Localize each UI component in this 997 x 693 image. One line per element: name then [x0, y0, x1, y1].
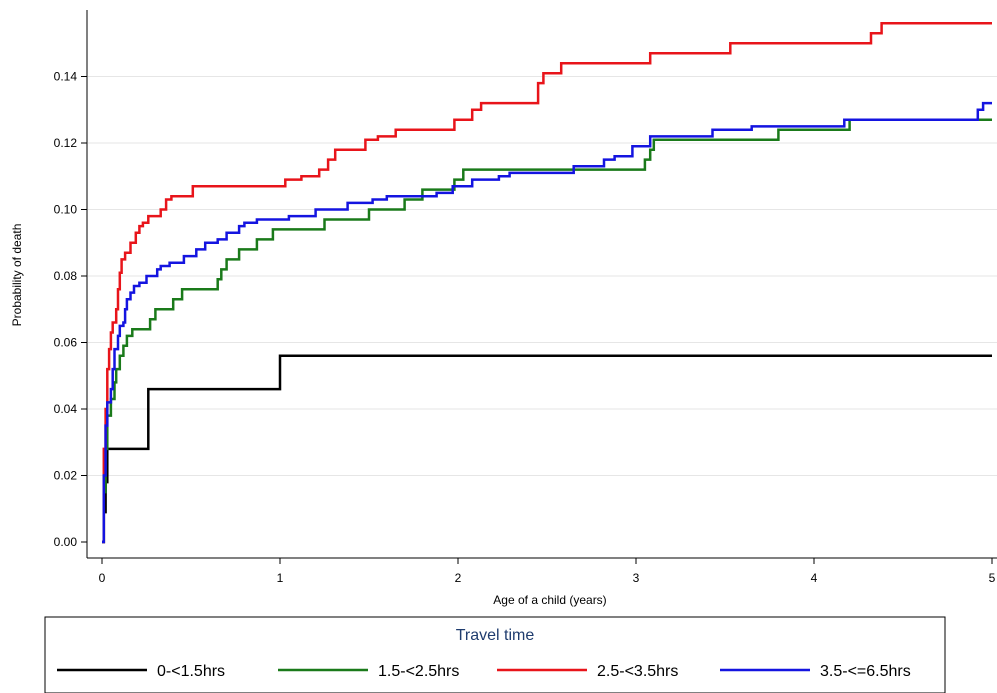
y-axis-ticks: 0.00 0.02 0.04 0.06 0.08 0.10 0.12 0.14	[54, 70, 87, 549]
y-tick-label: 0.02	[54, 469, 78, 483]
y-tick-label: 0.04	[54, 402, 78, 416]
series-line	[102, 22, 992, 544]
y-tick-label: 0.00	[54, 535, 78, 549]
x-tick-label: 2	[455, 571, 462, 585]
y-tick-label: 0.08	[54, 269, 78, 283]
x-axis-title: Age of a child (years)	[493, 593, 606, 607]
x-axis-ticks: 0 1 2 3 4 5	[99, 558, 996, 585]
y-tick-label: 0.06	[54, 336, 78, 350]
y-axis-title: Probability of death	[10, 224, 24, 327]
legend: Travel time 0-<1.5hrs 1.5-<2.5hrs 2.5-<3.5…	[44, 616, 946, 693]
x-tick-label: 3	[633, 571, 640, 585]
legend-box	[44, 616, 946, 693]
y-tick-label: 0.12	[54, 136, 78, 150]
legend-items: 0-<1.5hrs 1.5-<2.5hrs 2.5-<3.5hrs 3.5-<=6.5…	[57, 663, 911, 680]
series-lines	[102, 22, 992, 544]
gridlines	[88, 76, 997, 476]
legend-label: 2.5-<3.5hrs	[597, 663, 678, 680]
x-tick-label: 0	[99, 571, 106, 585]
y-tick-label: 0.14	[54, 70, 78, 84]
x-tick-label: 1	[277, 571, 284, 585]
series-line	[102, 118, 992, 544]
legend-label: 0-<1.5hrs	[157, 663, 225, 680]
legend-label: 3.5-<=6.5hrs	[820, 663, 911, 680]
y-tick-label: 0.10	[54, 203, 78, 217]
series-line	[102, 101, 992, 544]
legend-title: Travel time	[456, 627, 535, 644]
x-tick-label: 4	[811, 571, 818, 585]
x-tick-label: 5	[989, 571, 996, 585]
legend-label: 1.5-<2.5hrs	[378, 663, 459, 680]
